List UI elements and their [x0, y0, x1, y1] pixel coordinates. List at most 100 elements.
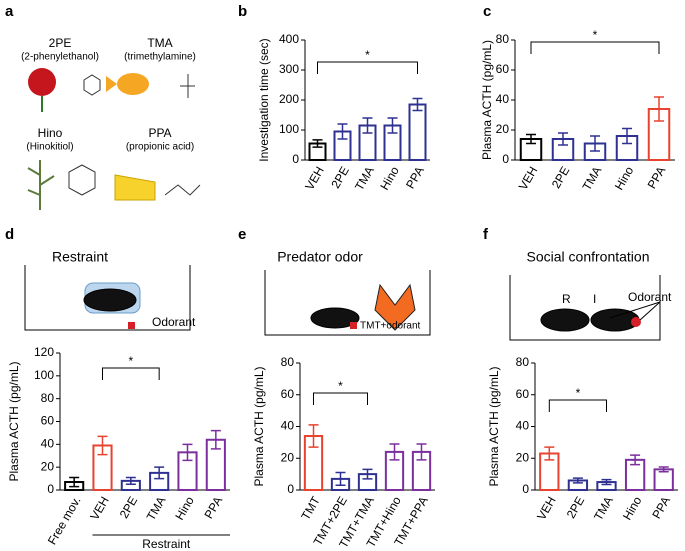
error-bar	[389, 443, 400, 461]
y-tick-label: 20	[496, 122, 510, 136]
y-tick-label: 40	[516, 419, 530, 433]
y-tick-label: 120	[34, 345, 54, 359]
y-tick-label: 60	[496, 62, 510, 76]
error-bar	[658, 466, 669, 473]
error-bar	[544, 446, 555, 461]
annotation: TMT+odorant	[360, 321, 421, 332]
x-tick-label: PPA	[403, 164, 427, 191]
y-axis-label: Plasma ACTH (pg/mL)	[7, 361, 21, 481]
x-tick-label: VEH	[534, 494, 558, 522]
error-bar	[125, 476, 136, 486]
x-tick-label: Free mov.	[45, 494, 84, 547]
panel-label: c	[483, 3, 491, 20]
error-bar	[182, 443, 193, 462]
odor-full: (trimethylamine)	[124, 52, 196, 63]
error-bar	[210, 429, 221, 450]
panel-label: f	[483, 226, 489, 243]
y-tick-label: 0	[522, 482, 529, 496]
y-axis-label: Investigation time (sec)	[257, 38, 271, 161]
odor-name: PPA	[148, 126, 171, 140]
panel-label: b	[238, 3, 247, 20]
error-bar	[312, 139, 323, 148]
significance-bracket	[548, 399, 607, 412]
y-tick-label: 80	[496, 32, 510, 46]
y-tick-label: 80	[41, 391, 55, 405]
annotation: I	[593, 292, 596, 306]
error-bar	[335, 471, 346, 486]
annotation: Odorant	[152, 315, 196, 329]
error-bar	[387, 117, 398, 134]
y-tick-label: 100	[279, 122, 299, 136]
significance: *	[365, 48, 370, 62]
significance: *	[338, 379, 343, 393]
x-tick-label: VEH	[87, 494, 111, 522]
error-bar	[590, 135, 600, 152]
y-tick-label: 80	[516, 355, 530, 369]
y-tick-label: 300	[279, 62, 299, 76]
y-tick-label: 400	[279, 32, 299, 46]
error-bar	[416, 443, 427, 461]
error-bar	[572, 477, 583, 484]
y-tick-label: 20	[516, 450, 530, 464]
y-tick-label: 200	[279, 92, 299, 106]
y-tick-label: 0	[502, 152, 509, 166]
annotation: Odorant	[628, 290, 672, 304]
error-bar	[362, 117, 373, 134]
odor-name: Hino	[38, 126, 63, 140]
odor-full: (2-phenylethanol)	[21, 52, 99, 63]
panel-title: Predator odor	[277, 249, 363, 265]
odor-full: (Hinokitiol)	[26, 142, 73, 153]
x-tick-label: TMA	[580, 164, 605, 193]
error-bar	[630, 454, 641, 466]
x-tick-label: TMA	[144, 494, 169, 523]
y-tick-label: 20	[41, 459, 55, 473]
x-tick-label: 2PE	[117, 494, 140, 521]
cartoons	[24, 265, 661, 341]
error-bar	[601, 478, 612, 486]
odor-name: TMA	[147, 36, 172, 50]
significance-bracket	[313, 392, 368, 405]
y-axis-label: Plasma ACTH (pg/mL)	[487, 366, 501, 486]
y-tick-label: 40	[281, 419, 295, 433]
y-tick-label: 60	[281, 387, 295, 401]
annotation: R	[562, 292, 571, 306]
significance-bracket	[102, 367, 160, 380]
error-bar	[362, 468, 373, 480]
y-tick-label: 0	[287, 482, 294, 496]
x-tick-label: 2PE	[328, 164, 351, 191]
y-axis-label: Plasma ACTH (pg/mL)	[252, 366, 266, 486]
x-tick-label: TMT	[298, 494, 323, 523]
panel-title: Social confrontation	[527, 249, 650, 265]
group-label: Restraint	[142, 537, 191, 551]
x-tick-label: PPA	[645, 164, 669, 191]
panel-label: d	[5, 226, 14, 243]
y-tick-label: 80	[281, 355, 295, 369]
error-bar	[69, 476, 80, 488]
significance-bracket	[530, 41, 660, 54]
x-tick-label: Hino	[172, 494, 197, 523]
x-tick-label: Hino	[620, 494, 645, 523]
panel-label: e	[238, 226, 246, 243]
significance: *	[128, 354, 133, 368]
x-tick-label: 2PE	[549, 164, 572, 191]
significance: *	[576, 386, 581, 400]
y-tick-label: 0	[47, 482, 54, 496]
x-tick-label: VEH	[302, 164, 326, 192]
panel-label: a	[5, 3, 14, 20]
x-tick-label: 2PE	[564, 494, 587, 521]
odor-name: 2PE	[49, 36, 72, 50]
x-tick-label: TMA	[352, 164, 377, 193]
x-tick-label: Hino	[612, 164, 637, 193]
significance: *	[593, 28, 598, 42]
icons	[27, 68, 201, 210]
bar	[408, 103, 427, 161]
error-bar	[154, 466, 165, 480]
x-tick-label: PPA	[649, 494, 673, 521]
odor-full: (propionic acid)	[126, 142, 194, 153]
error-bar	[412, 97, 423, 112]
y-tick-label: 20	[281, 450, 295, 464]
error-bar	[654, 96, 664, 122]
y-tick-label: 100	[34, 368, 54, 382]
y-tick-label: 40	[496, 92, 510, 106]
significance-bracket	[317, 61, 418, 74]
